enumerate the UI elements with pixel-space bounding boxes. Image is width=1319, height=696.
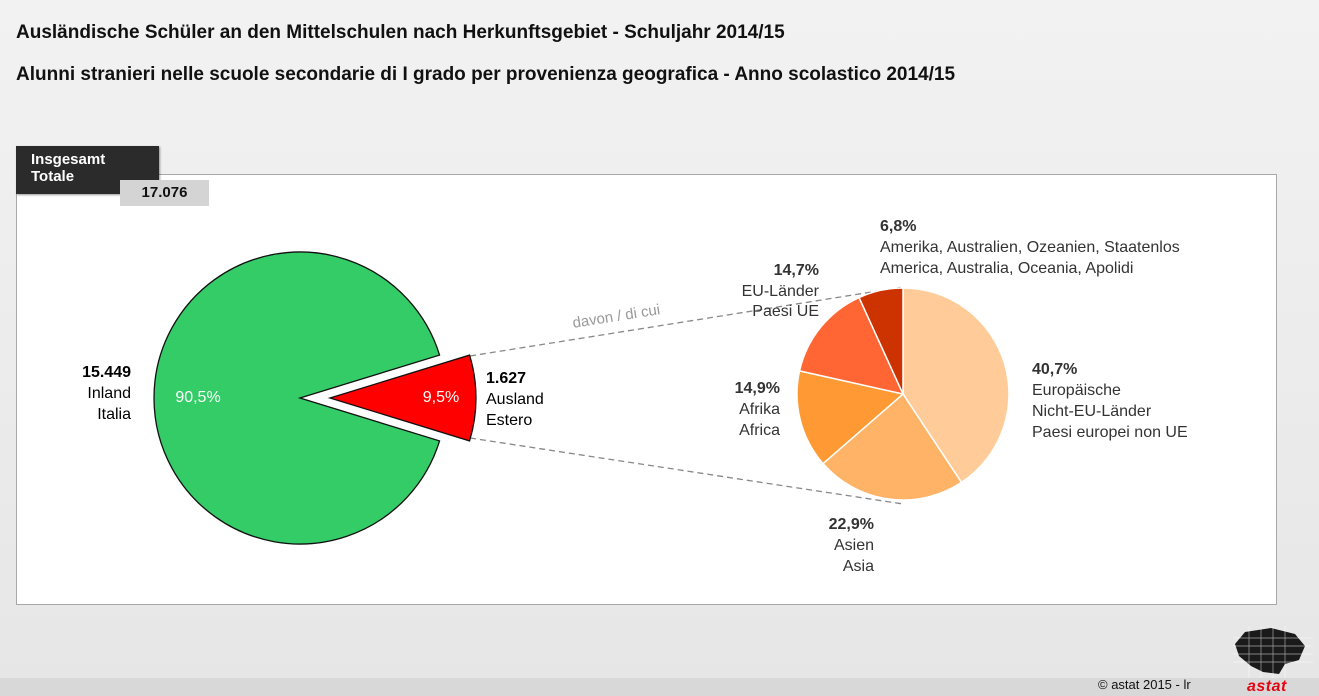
europe-name-de-1: Europäische xyxy=(1032,382,1121,399)
connector-line-top xyxy=(469,286,904,357)
europe-name-de-2: Nicht-EU-Länder xyxy=(1032,403,1152,420)
foreign-breakdown-pie xyxy=(796,287,1010,501)
total-label: Insgesamt Totale xyxy=(16,146,159,194)
total-label-it: Totale xyxy=(31,168,75,185)
ausland-name-it: Estero xyxy=(486,412,532,429)
asia-name-it: Asia xyxy=(843,558,874,575)
america-name-de: Amerika, Australien, Ozeanien, Staatenlo… xyxy=(880,239,1180,256)
slice-inland xyxy=(153,251,441,545)
ausland-pct: 9,5% xyxy=(423,389,459,406)
ausland-count: 1.627 xyxy=(486,370,526,387)
africa-name-it: Africa xyxy=(739,422,780,439)
connector-line-bottom xyxy=(469,437,904,505)
eu-name-it: Paesi UE xyxy=(752,303,819,320)
slice-eu xyxy=(798,296,905,396)
chart-title-it: Alunni stranieri nelle scuole secondarie… xyxy=(16,64,956,85)
europe-pct: 40,7% xyxy=(1032,361,1077,378)
slice-ausland xyxy=(327,354,477,442)
africa-pct: 14,9% xyxy=(735,380,780,397)
africa-name-de: Afrika xyxy=(739,401,780,418)
slice-asia xyxy=(821,392,963,501)
europe-name-it: Paesi europei non UE xyxy=(1032,424,1188,441)
slice-africa xyxy=(796,369,905,465)
asia-name-de: Asien xyxy=(834,537,874,554)
eu-pct: 14,7% xyxy=(774,262,819,279)
inland-count: 15.449 xyxy=(82,364,131,381)
inland-pct: 90,5% xyxy=(175,389,220,406)
main-pie xyxy=(153,251,477,545)
asia-pct: 22,9% xyxy=(829,516,874,533)
ausland-name-de: Ausland xyxy=(486,391,544,408)
america-pct: 6,8% xyxy=(880,218,916,235)
chart-title-de: Ausländische Schüler an den Mittelschule… xyxy=(16,22,785,43)
footer-bar xyxy=(0,678,1319,696)
total-label-de: Insgesamt xyxy=(31,151,106,168)
inland-name-de: Inland xyxy=(87,385,131,402)
logo-text: astat xyxy=(1247,678,1287,695)
america-name-it: America, Australia, Oceania, Apolidi xyxy=(880,260,1133,277)
total-value: 17.076 xyxy=(120,180,209,206)
copyright-text: © astat 2015 - lr xyxy=(1098,677,1191,692)
slice-america xyxy=(858,287,904,395)
eu-name-de: EU-Länder xyxy=(742,283,820,300)
astat-logo-icon xyxy=(1233,626,1313,678)
inland-name-it: Italia xyxy=(97,406,131,423)
